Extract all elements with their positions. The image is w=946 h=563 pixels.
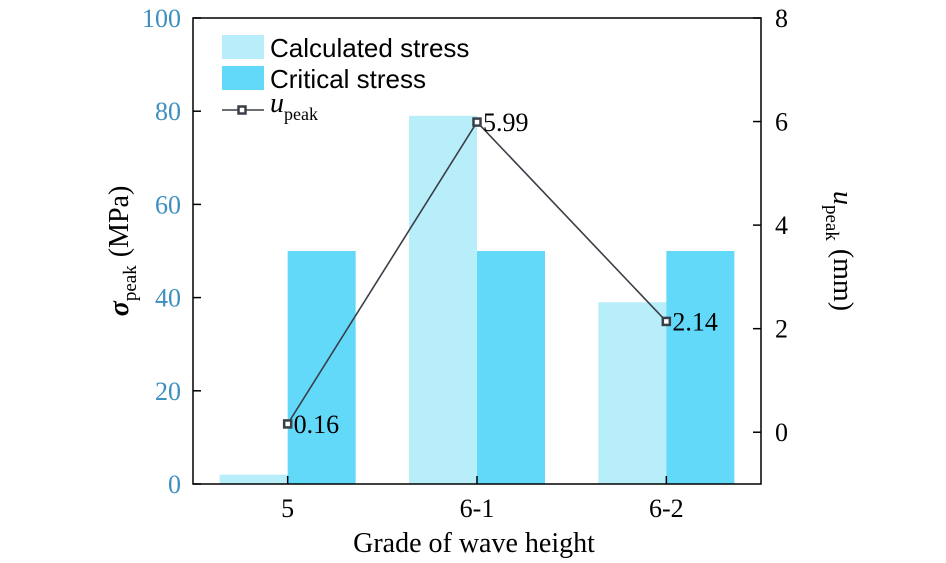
- y2-tick-label: 8: [775, 4, 788, 33]
- y-tick-label: 40: [155, 284, 181, 313]
- y2-axis-title-symbol: u: [827, 191, 858, 205]
- y-axis-title-symbol: σ: [104, 300, 135, 316]
- y2-axis-title-sub: peak: [821, 205, 842, 241]
- legend-label-critical: Critical stress: [270, 64, 426, 94]
- x-tick-label: 5: [281, 494, 294, 523]
- y2-tick-label: 6: [775, 108, 788, 137]
- y2-axis-title: upeak (mm): [821, 191, 858, 311]
- y-tick-label: 20: [155, 377, 181, 406]
- legend-marker: [237, 105, 247, 115]
- bars-layer: [219, 115, 735, 485]
- y-axis-title-sub: peak: [120, 265, 141, 301]
- line-layer: 0.16 5.99 2.14: [282, 108, 718, 439]
- axes-layer: 0 20 40 60 80 100 0 2 4 6 8 5 6-1 6-2: [142, 4, 788, 523]
- bar-critical-5: [287, 251, 356, 484]
- y-tick-label: 0: [168, 470, 181, 499]
- data-label-upeak-5: 0.16: [294, 410, 340, 439]
- bar-calculated-6-2: [598, 302, 667, 484]
- bar-calculated-5: [219, 474, 288, 484]
- y2-axis-title-unit: (mm): [827, 249, 858, 311]
- y-tick-label: 60: [155, 190, 181, 219]
- y-axis-title: σpeak (MPa): [104, 186, 141, 317]
- legend-swatch-critical: [222, 66, 264, 90]
- y2-tick-label: 4: [775, 211, 788, 240]
- point-upeak-6-1: [472, 117, 482, 127]
- x-axis-title: Grade of wave height: [353, 528, 595, 559]
- data-label-upeak-6-2: 2.14: [672, 307, 718, 336]
- point-upeak-6-2: [661, 316, 672, 327]
- bar-critical-6-1: [477, 251, 545, 484]
- data-label-upeak-6-1: 5.99: [483, 108, 529, 137]
- bar-critical-6-2: [666, 251, 735, 484]
- y2-tick-label: 0: [775, 418, 788, 447]
- legend-label-upeak: upeak: [270, 88, 318, 124]
- legend-label-calculated: Calculated stress: [270, 33, 469, 63]
- y-tick-label: 80: [155, 97, 181, 126]
- bar-calculated-6-1: [409, 115, 477, 485]
- legend: Calculated stress Critical stress upeak: [222, 33, 469, 124]
- x-tick-label: 6-1: [460, 494, 495, 523]
- point-upeak-5: [282, 419, 293, 429]
- y-axis-title-unit: (MPa): [104, 186, 135, 258]
- legend-swatch-calculated: [222, 35, 264, 59]
- y2-tick-label: 2: [775, 315, 788, 344]
- legend-upeak-symbol: u: [270, 88, 284, 119]
- legend-upeak-sub: peak: [284, 104, 318, 124]
- x-tick-label: 6-2: [649, 494, 684, 523]
- y-tick-label: 100: [142, 4, 181, 33]
